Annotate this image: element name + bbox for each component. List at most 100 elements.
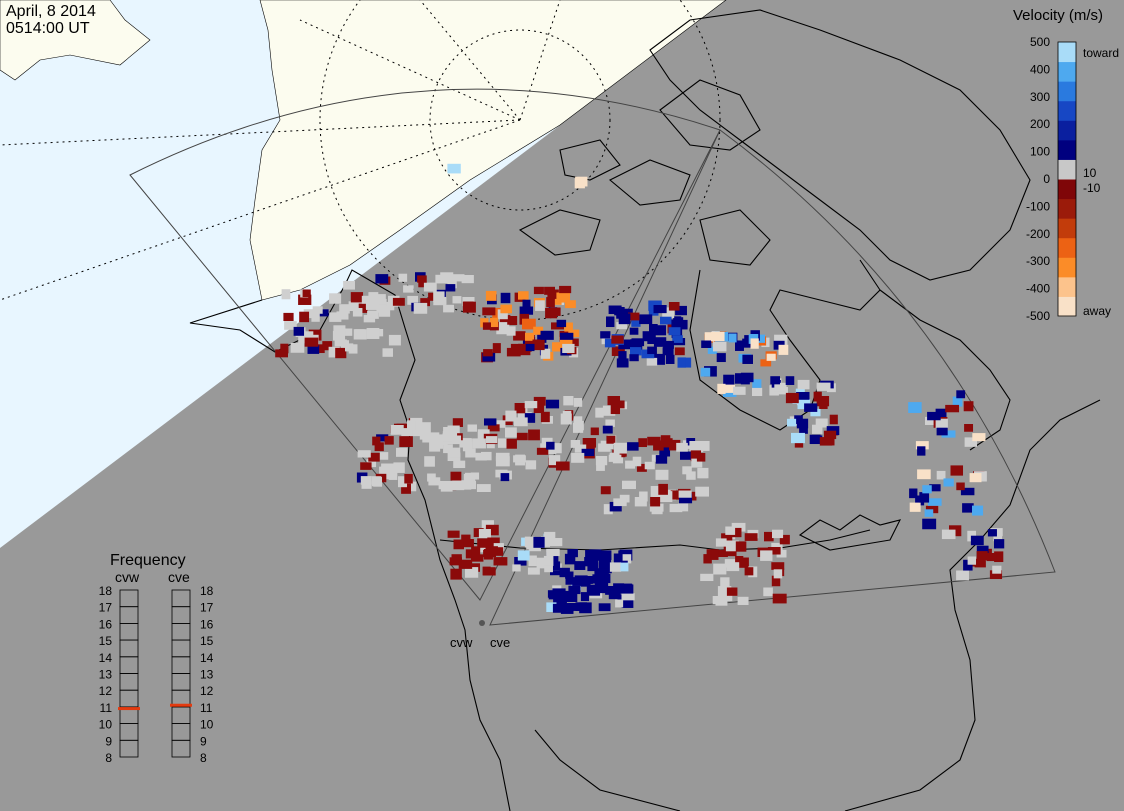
radar-cell [399,436,413,447]
radar-cell [358,303,368,313]
radar-cell [498,438,507,448]
radar-cell [603,504,613,515]
radar-cell [969,473,982,483]
radar-cell [989,570,1003,580]
frequency-label-left: 18 [99,584,113,598]
radar-cell [463,301,474,310]
radar-cell [636,463,647,472]
radar-cell [322,341,333,351]
radar-cell [465,472,474,483]
radar-cell [909,488,918,499]
radar-cell [956,482,965,491]
radar-cell [528,555,537,567]
radar-cell [546,441,555,450]
radar-cell [413,302,428,314]
radar-cell [742,354,753,364]
radar-cell [524,401,538,409]
station-label-cve: cve [490,635,510,650]
radar-cell [595,582,608,594]
radar-cell [717,549,728,558]
radar-cell [381,463,395,474]
radar-cell [945,404,960,413]
arctic-island-4 [659,79,761,151]
radar-cell [533,326,544,335]
radar-cell [461,534,471,543]
velocity-color-step [1058,198,1076,219]
radar-cell [525,343,535,352]
fan-outline-cve [489,129,1056,626]
radar-cell [541,536,550,547]
radar-cell [660,435,671,444]
radar-cell [598,568,609,578]
radar-cell [493,557,508,566]
radar-cell [964,437,978,447]
velocity-tick-labels: 500 400 300 200 100 0 -100 -200 -300 -400 -500 [1026,35,1050,323]
velocity-tick-label: 500 [1030,35,1050,49]
radar-cell [449,447,461,458]
frequency-label-left: 16 [99,617,113,631]
radar-cell [388,334,401,346]
radar-cell [546,561,561,571]
radar-cell [365,298,380,310]
radar-cell [401,428,413,436]
radar-cell [546,297,555,308]
radar-cell [653,353,665,365]
great-lakes [798,514,902,551]
radar-cell [467,424,477,432]
radar-cell [376,294,386,305]
radar-cell [506,326,516,336]
arctic-island-1 [518,209,601,256]
radar-cell [478,529,491,539]
radar-cell [600,486,611,495]
frequency-label-right: 12 [200,684,214,698]
radar-cell [618,351,627,362]
frequency-label-left: 14 [99,651,113,665]
radar-cell [701,340,712,348]
radar-cell [517,550,530,561]
radar-cell [527,567,540,575]
radar-cell [600,440,614,450]
radar-cell [740,372,754,383]
radar-cell [590,427,599,436]
radar-cell [589,549,602,560]
radar-cell [778,344,789,355]
daylight-region [0,0,726,548]
radar-cell [804,403,818,412]
radar-cell [533,286,544,295]
radar-cell [528,429,540,441]
radar-cell [518,291,529,300]
radar-cell [819,437,833,446]
radar-cell [407,420,416,430]
radar-cell [815,418,828,428]
velocity-color-step [1058,257,1076,278]
radar-cell [540,348,551,359]
radar-cell [417,275,427,283]
frequency-title: Frequency [110,552,186,569]
radar-cell [464,480,477,490]
radar-cell [829,414,838,425]
radar-cell [653,440,664,451]
radar-cell [516,432,528,441]
radar-cell [678,490,692,498]
radar-cell [770,376,780,385]
radar-cell [634,497,647,507]
radar-cell [721,533,733,544]
radar-cell [335,347,347,359]
radar-cell [976,551,988,560]
radar-cell [715,538,727,547]
velocity-tick-label: 400 [1030,62,1050,76]
radar-cell [338,328,353,336]
radar-cell [943,478,954,487]
radar-cell [398,476,408,488]
radar-cell [785,392,799,404]
radar-cell [558,590,569,600]
radar-cell [716,353,726,363]
radar-cell [367,310,379,319]
radar-cell [653,337,667,347]
radar-cell [609,562,622,572]
radar-cell [691,458,703,468]
radar-cell [744,567,754,576]
radar-cell [621,593,635,601]
radar-cell [796,418,809,429]
radar-cell [679,493,693,504]
